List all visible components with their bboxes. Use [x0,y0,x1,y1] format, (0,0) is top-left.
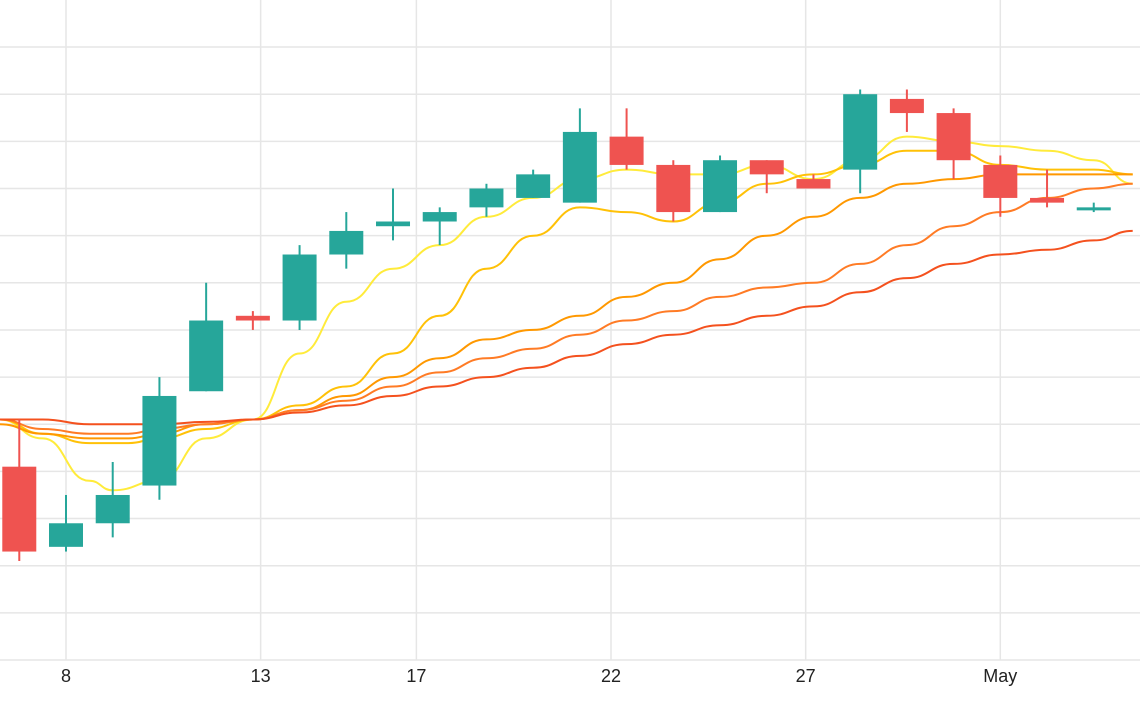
candle [609,108,644,170]
candle [2,419,37,561]
candle-body [469,188,504,208]
candle [843,89,878,194]
x-tick-label: 13 [251,666,271,686]
candle [376,188,411,241]
candle [469,183,504,217]
candle [142,377,177,500]
candle [796,174,831,189]
candle-body [376,221,411,227]
candle-body [422,212,457,222]
candle [282,245,317,330]
candle-body [843,94,878,170]
candle [189,282,224,392]
candle-body [142,395,177,486]
candle-body [49,523,83,547]
candle-body [562,131,597,203]
candle [983,155,1018,217]
candle-body [656,164,691,213]
candle-body [189,320,224,392]
candle-body [749,160,784,175]
x-tick-label: 8 [61,666,71,686]
candle [235,311,270,330]
candle [422,207,457,246]
candle-body [889,98,924,114]
candle [516,169,551,198]
candle-body [516,174,551,198]
candle [703,155,738,213]
x-tick-label: 27 [796,666,816,686]
candle [1030,169,1065,208]
candle [95,461,130,538]
candle-body [235,315,270,321]
candle-body [1076,207,1111,211]
candle [562,108,597,203]
candle-body [282,254,317,321]
x-tick-label: 17 [406,666,426,686]
candle [749,160,784,194]
candle-body [329,230,364,255]
grid-layer [0,0,1140,661]
moving-average-line-5 [0,229,1133,426]
candle-body [936,113,971,161]
candle [1076,202,1111,213]
candle-body [983,164,1018,198]
candle [49,494,83,552]
candles-layer [2,89,1111,561]
candle-body [95,494,130,524]
candle [936,108,971,180]
candle-body [1030,197,1065,203]
x-tick-label: 22 [601,666,621,686]
candle [889,89,924,132]
x-tick-label: May [983,666,1017,686]
candle-body [609,136,644,165]
x-axis-ticks: 8 13 17 22 27 May [61,666,1017,686]
candle-body [796,179,831,189]
candle [329,212,364,269]
candle [656,160,691,222]
candle-body [703,160,738,213]
candle-body [2,466,37,552]
